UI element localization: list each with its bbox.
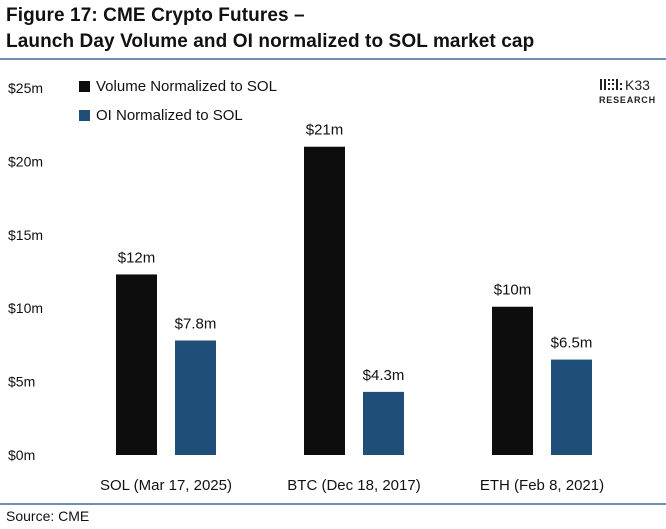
category-label: BTC (Dec 18, 2017)	[287, 477, 420, 494]
y-tick-label: $25m	[8, 80, 43, 96]
legend-swatch	[79, 81, 90, 92]
x-axis: SOL (Mar 17, 2025) BTC (Dec 18, 2017) ETH …	[100, 477, 604, 494]
y-tick-label: $15m	[8, 227, 43, 243]
legend: Volume Normalized to SOL OI Normalized to…	[79, 78, 277, 124]
data-label: $10m	[494, 282, 532, 299]
y-tick-label: $0m	[8, 447, 35, 463]
data-label: $7.8m	[175, 315, 217, 332]
y-axis: $0m $5m $10m $15m $20m $25m	[8, 80, 43, 463]
chart-title-line-2: Launch Day Volume and OI normalized to S…	[6, 31, 535, 52]
y-tick-label: $10m	[8, 300, 43, 316]
y-tick-label: $20m	[8, 153, 43, 169]
logo-sub: RESEARCH	[599, 95, 656, 105]
bottom-rule	[0, 503, 666, 505]
data-label: $6.5m	[551, 335, 593, 352]
bar	[363, 391, 404, 455]
legend-label: OI Normalized to SOL	[96, 107, 243, 124]
y-tick-label: $5m	[8, 374, 35, 390]
category-label: ETH (Feb 8, 2021)	[480, 477, 604, 494]
top-rule	[0, 58, 666, 60]
data-label: $4.3m	[363, 367, 405, 384]
bar	[304, 146, 345, 455]
logo-mark: K33	[625, 77, 650, 93]
k33-research-logo: K33 RESEARCH	[599, 77, 656, 105]
data-label: $12m	[118, 249, 156, 266]
chart-title-line-1: Figure 17: CME Crypto Futures –	[6, 5, 305, 26]
source-note: Source: CME	[6, 508, 90, 524]
bar	[116, 274, 157, 455]
legend-label: Volume Normalized to SOL	[96, 78, 277, 95]
legend-swatch	[79, 110, 90, 121]
data-labels: $12m $7.8m $21m $4.3m $10m $6.5m	[118, 122, 593, 384]
bars	[116, 146, 592, 455]
bar-chart: $0m $5m $10m $15m $20m $25m $12m $7.8m $21m $4.3…	[8, 78, 604, 494]
bar	[175, 340, 216, 455]
data-label: $21m	[306, 122, 344, 139]
bar	[551, 359, 592, 455]
bar	[492, 306, 533, 455]
category-label: SOL (Mar 17, 2025)	[100, 477, 232, 494]
